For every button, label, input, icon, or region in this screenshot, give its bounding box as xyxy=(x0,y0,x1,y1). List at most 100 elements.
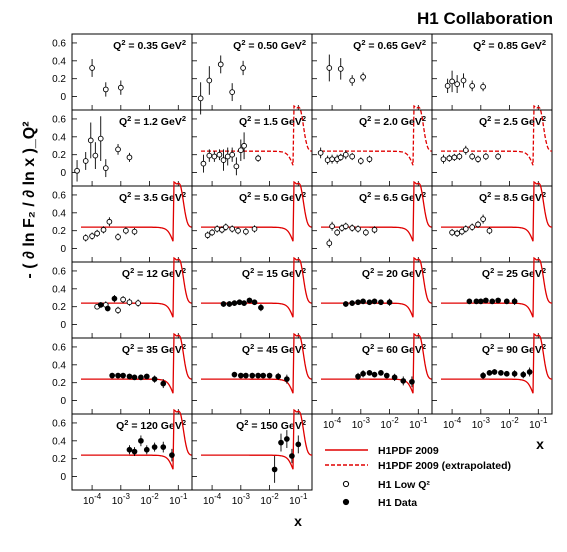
y-tick-label: 0.4 xyxy=(52,360,66,371)
point-h1-data xyxy=(255,372,261,379)
point-h1-data xyxy=(131,448,138,455)
point-low-q2 xyxy=(317,150,324,156)
point-h1-data xyxy=(409,378,415,385)
point-h1-data xyxy=(378,370,384,376)
point-h1-data xyxy=(236,299,243,306)
point-h1-data xyxy=(483,297,489,304)
theory-curve xyxy=(441,256,553,318)
point-h1-data xyxy=(477,298,484,305)
point-h1-data xyxy=(143,446,150,453)
panel-label: Q2 = 35 GeV2 xyxy=(122,342,186,356)
point-low-q2 xyxy=(229,151,236,158)
point-h1-data xyxy=(503,298,510,305)
point-low-q2 xyxy=(87,137,94,144)
panel-label: Q2 = 1.2 GeV2 xyxy=(119,114,186,128)
y-tick-label: 0.2 xyxy=(52,454,66,465)
x-axis-label: x xyxy=(294,513,302,529)
point-low-q2 xyxy=(469,153,476,160)
point-h1-data xyxy=(243,372,249,379)
theory-curve xyxy=(81,332,193,394)
point-h1-data xyxy=(498,370,504,376)
point-h1-data xyxy=(295,441,302,448)
point-low-q2 xyxy=(240,65,246,71)
point-h1-data xyxy=(115,372,121,379)
panel-label: Q2 = 0.65 GeV2 xyxy=(353,38,426,52)
point-low-q2 xyxy=(349,153,356,160)
point-h1-data xyxy=(503,370,510,377)
panel-label: Q2 = 150 GeV2 xyxy=(236,418,306,432)
point-low-q2 xyxy=(135,300,141,306)
point-low-q2 xyxy=(206,152,213,159)
point-h1-data xyxy=(355,299,361,306)
panel-label: Q2 = 60 GeV2 xyxy=(362,342,426,356)
point-low-q2 xyxy=(82,158,89,164)
point-low-q2 xyxy=(462,226,469,232)
point-h1-data xyxy=(231,300,238,306)
point-low-q2 xyxy=(329,223,335,230)
point-low-q2 xyxy=(469,83,476,89)
point-low-q2 xyxy=(220,157,227,163)
panel-label: Q2 = 6.5 GeV2 xyxy=(359,190,426,204)
y-tick-label: 0.2 xyxy=(52,302,66,313)
point-low-q2 xyxy=(200,160,207,167)
point-h1-data xyxy=(169,452,175,458)
panel-label: Q2 = 5.0 GeV2 xyxy=(239,190,306,204)
point-low-q2 xyxy=(349,225,356,231)
y-tick-label: 0 xyxy=(60,320,66,331)
point-low-q2 xyxy=(480,83,486,90)
panel-q2-2.5: Q2 = 2.5 GeV2 xyxy=(431,104,553,187)
point-h1-data xyxy=(126,373,133,380)
point-low-q2 xyxy=(206,77,213,84)
point-h1-data xyxy=(271,466,278,473)
point-low-q2 xyxy=(357,158,364,164)
panel-q2-45: Q2 = 45 GeV2 xyxy=(191,332,313,415)
point-h1-data xyxy=(378,299,384,306)
legend-label: H1PDF 2009 (extrapolated) xyxy=(378,460,511,472)
panel-label: Q2 = 12 GeV2 xyxy=(122,266,186,280)
point-h1-data xyxy=(151,444,158,450)
x-tick-label: 10-2 xyxy=(140,492,159,507)
panel-label: Q2 = 90 GeV2 xyxy=(482,342,546,356)
point-low-q2 xyxy=(222,224,229,230)
panel-label: Q2 = 1.5 GeV2 xyxy=(239,114,306,128)
panel-q2-0.85: Q2 = 0.85 GeV2 xyxy=(431,33,553,111)
point-low-q2 xyxy=(204,232,211,239)
point-low-q2 xyxy=(219,226,225,233)
y-tick-label: 0 xyxy=(60,92,66,103)
panel-q2-25: Q2 = 25 GeV2 xyxy=(431,256,553,339)
point-low-q2 xyxy=(349,77,356,84)
point-low-q2 xyxy=(342,223,349,230)
point-h1-data xyxy=(237,372,244,379)
point-low-q2 xyxy=(460,77,467,84)
point-h1-data xyxy=(143,373,150,380)
x-tick-label: 10-4 xyxy=(203,492,222,507)
point-h1-data xyxy=(104,305,111,312)
panel-q2-0.65: Q2 = 0.65 GeV2 xyxy=(311,33,433,111)
point-low-q2 xyxy=(454,81,460,87)
panel-q2-0.50: Q2 = 0.50 GeV2 xyxy=(191,33,313,115)
panel-label: Q2 = 0.50 GeV2 xyxy=(233,38,306,52)
y-tick-label: 0.6 xyxy=(52,38,66,49)
point-low-q2 xyxy=(342,151,349,158)
point-low-q2 xyxy=(209,229,215,236)
legend-marker xyxy=(342,480,350,488)
point-h1-data xyxy=(342,301,349,307)
x-tick-label: 10-2 xyxy=(260,492,279,507)
panel-label: Q2 = 45 GeV2 xyxy=(242,342,306,356)
point-low-q2 xyxy=(97,135,104,142)
legend-label: H1 Low Q² xyxy=(378,479,430,491)
point-low-q2 xyxy=(486,227,493,234)
point-h1-data xyxy=(480,372,486,379)
point-h1-data xyxy=(466,298,473,305)
panel-frame xyxy=(191,413,313,491)
point-low-q2 xyxy=(480,216,486,222)
panel-label: Q2 = 15 GeV2 xyxy=(242,266,306,280)
point-low-q2 xyxy=(235,227,241,234)
point-low-q2 xyxy=(475,221,481,228)
point-h1-data xyxy=(360,370,366,377)
y-tick-label: 0.2 xyxy=(52,150,66,161)
point-low-q2 xyxy=(74,167,80,174)
y-tick-label: 0.4 xyxy=(52,208,66,219)
panel-q2-90: Q2 = 90 GeV2 xyxy=(431,332,553,415)
